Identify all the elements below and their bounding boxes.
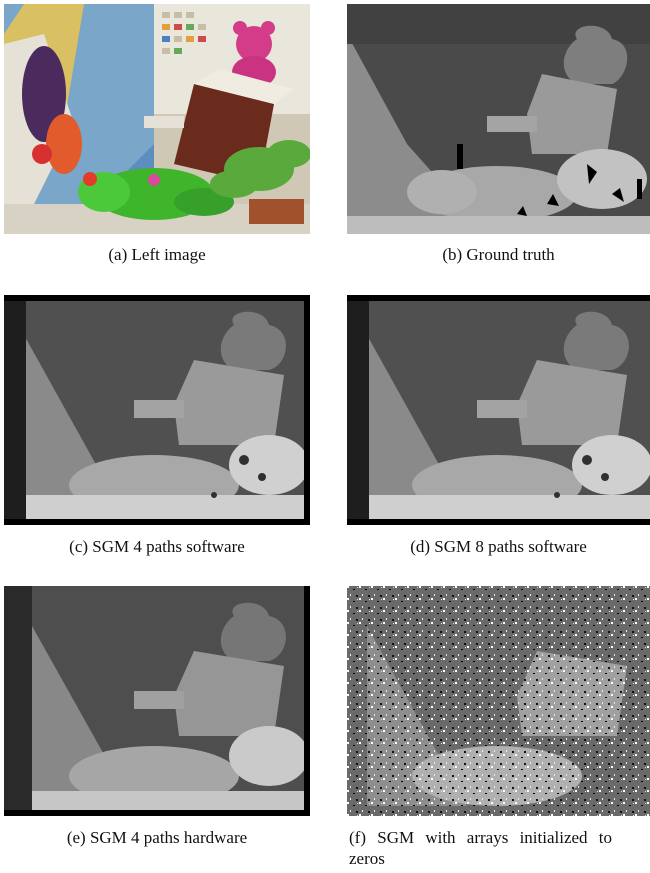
caption-b: (b) Ground truth [442,245,555,264]
caption-d: (d) SGM 8 paths software [410,537,587,556]
panel-f-sgm-arrays-zeros [347,586,650,816]
panel-e-sgm-4-paths-hardware [4,586,310,816]
caption-f-line1: (f) SGM with arrays initialized to [349,828,613,847]
caption-f-line2: zeros [349,849,385,868]
panel-b-ground-truth [347,4,650,234]
panel-c-sgm-4-paths-software [4,295,310,525]
panel-a-left-image [4,4,310,234]
caption-c: (c) SGM 4 paths software [69,537,245,556]
caption-a: (a) Left image [108,245,206,264]
panel-d-sgm-8-paths-software [347,295,650,525]
caption-e: (e) SGM 4 paths hardware [66,828,248,847]
